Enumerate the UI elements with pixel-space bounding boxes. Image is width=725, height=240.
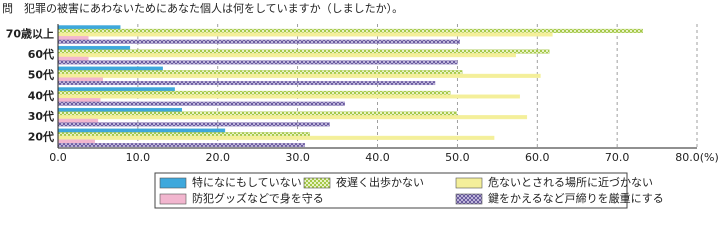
x-tick-label: 20.0 [206, 151, 231, 164]
x-tick-label: 40.0 [365, 151, 390, 164]
bar [57, 135, 495, 140]
bar [57, 32, 553, 37]
bar [57, 77, 103, 82]
bar [57, 128, 226, 133]
bar [57, 94, 520, 99]
bar [57, 118, 99, 123]
legend-swatch [159, 193, 187, 205]
bar [57, 115, 528, 120]
x-tick-label: 10.0 [126, 151, 151, 164]
x-tick-label: 50.0 [445, 151, 470, 164]
x-tick-label: 0.0 [49, 151, 67, 164]
legend-label: 危ないとされる場所に近づかない [488, 176, 653, 189]
bar [57, 66, 163, 71]
bar [57, 36, 89, 41]
bar [57, 132, 310, 137]
y-tick-label: 40代 [28, 88, 54, 102]
x-tick-label: 60.0 [525, 151, 550, 164]
legend-label: 特になにもしていない [192, 175, 302, 189]
bar [57, 122, 330, 127]
bar [57, 101, 345, 106]
bar [57, 45, 131, 50]
bar [57, 28, 643, 33]
y-tick-label: 50代 [28, 68, 54, 82]
bar [57, 53, 516, 58]
x-tick-label: 80.0(%) [675, 151, 719, 164]
bar [57, 73, 541, 78]
bar [57, 107, 183, 112]
bar [57, 139, 95, 144]
bar [57, 87, 175, 92]
legend-label: 鍵をかえるなど戸締りを厳重にする [488, 191, 664, 205]
bar [57, 90, 451, 95]
x-tick-label: 30.0 [285, 151, 310, 164]
bar [57, 60, 458, 65]
x-tick-label: 70.0 [605, 151, 630, 164]
bar [57, 25, 121, 30]
chart: 問 犯罪の被害にあわないためにあなた個人は何をしていますか（しましたか）。 0.… [2, 1, 719, 209]
y-tick-label: 70歳以上 [6, 26, 54, 40]
bar [57, 98, 101, 103]
bar [57, 39, 460, 44]
chart-title: 問 犯罪の被害にあわないためにあなた個人は何をしていますか（しましたか）。 [2, 1, 403, 15]
legend-label: 夜遅く出歩かない [336, 175, 424, 189]
legend-box [154, 172, 628, 209]
y-tick-label: 30代 [28, 109, 54, 123]
y-tick-label: 60代 [28, 47, 54, 61]
legend-swatch [455, 193, 483, 205]
legend-swatch [303, 177, 331, 189]
bar [57, 81, 436, 86]
legend-swatch [455, 177, 483, 189]
bar [57, 70, 463, 75]
y-tick-label: 20代 [28, 130, 54, 144]
bar [57, 143, 306, 148]
legend-label: 防犯グッズなどで身を守る [192, 191, 324, 205]
legend-swatch [159, 177, 187, 189]
bar [57, 56, 89, 61]
bar [57, 111, 457, 116]
bar [57, 49, 550, 54]
